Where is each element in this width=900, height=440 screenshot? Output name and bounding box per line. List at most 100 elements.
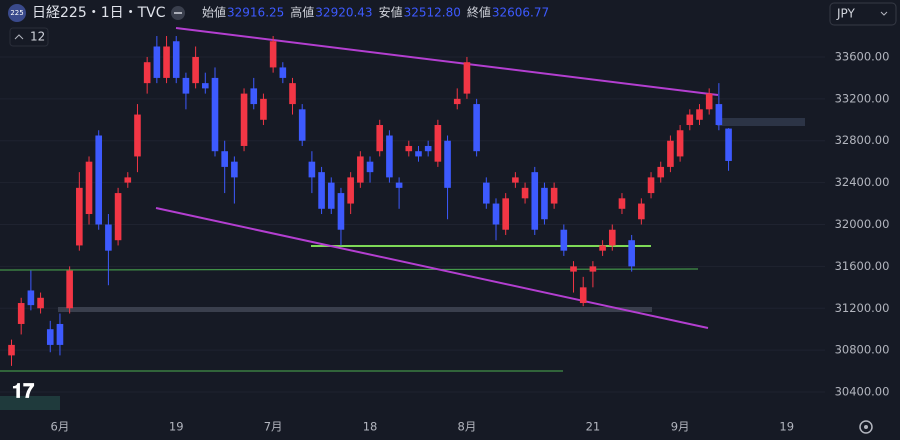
zone [58, 307, 652, 312]
drawings [0, 27, 805, 410]
legend-label: 高値 [290, 5, 314, 20]
zone [717, 118, 805, 126]
x-tick-label: 6月 [51, 420, 70, 434]
support-line [0, 268, 699, 271]
ohlc-legend: 始値 32916.25 高値 32920.43 安値 32512.80 終値 32606.77 [202, 5, 549, 20]
trend-line [175, 27, 719, 96]
candle-body [347, 177, 354, 204]
candles [8, 36, 732, 366]
candle-body [705, 93, 713, 110]
trend-line [155, 207, 709, 329]
currency: JPY [836, 7, 856, 21]
currency-select[interactable] [829, 2, 897, 26]
symbol-title[interactable]: 日経225・1日・TVC [32, 5, 166, 21]
candle-body [696, 109, 703, 120]
candle-body [192, 56, 199, 84]
candle-body [46, 329, 54, 345]
candle-body [134, 114, 141, 157]
candle-body [182, 77, 190, 94]
legend-label: 始値 [202, 5, 226, 20]
candle-body [279, 67, 287, 78]
x-tick-label: 19 [169, 420, 184, 434]
candle-body [725, 128, 732, 161]
indicator-toggle[interactable] [9, 27, 49, 47]
candle-body [37, 297, 44, 309]
candle-body [638, 203, 645, 220]
price-scale [825, 0, 900, 440]
candle-body [599, 245, 606, 251]
axes: 30400.00 30800.00 31200.00 31600.00 32000.00… [51, 49, 890, 433]
x-tick-label: 9月 [671, 420, 690, 434]
candle-body [240, 93, 248, 146]
chevron [880, 11, 888, 16]
candle-body [211, 77, 219, 152]
candle-body [357, 156, 364, 183]
x-tick-label: 18 [363, 420, 378, 434]
tv-logo[interactable]: 𝟏𝟕 [12, 379, 34, 403]
candle-body [395, 182, 403, 188]
candle-body [105, 224, 112, 251]
candle-body [163, 46, 170, 78]
candle-body [153, 46, 161, 78]
candle-body [202, 83, 209, 89]
candle-body [95, 135, 103, 225]
candle-body [560, 229, 568, 251]
y-tick-label: 31200.00 [835, 301, 890, 315]
legend-value: 32512.80 [404, 6, 461, 20]
candle-body [386, 135, 393, 178]
candle-body [715, 104, 723, 126]
candle-body [618, 198, 626, 209]
x-tick-label: 7月 [264, 420, 283, 434]
candle-body [308, 161, 316, 178]
candle-body [570, 266, 577, 272]
x-tick-label: 21 [586, 420, 601, 434]
symbol-badge[interactable] [8, 4, 26, 22]
candle-body [657, 166, 665, 178]
candle-body [473, 104, 480, 152]
y-tick-label: 33200.00 [835, 91, 890, 105]
candle-body [676, 130, 684, 157]
candle-body [589, 266, 597, 272]
candle-body [172, 41, 180, 78]
candle-body [124, 177, 132, 183]
y-tick-label: 33600.00 [835, 49, 890, 63]
y-tick-label: 30400.00 [835, 385, 890, 399]
candle-body [143, 62, 151, 84]
x-tick-label: 8月 [458, 420, 477, 434]
candle-body [114, 193, 122, 241]
candle-body [541, 187, 548, 220]
candle-body [579, 287, 587, 304]
candle-body [17, 303, 25, 324]
y-tick-label: 32000.00 [835, 217, 890, 231]
candle-body [686, 114, 694, 126]
candle-body [531, 172, 539, 230]
candle-body [512, 177, 519, 183]
settings-icon-dot [864, 425, 868, 429]
candle-body [250, 88, 258, 105]
candle-body [76, 187, 83, 246]
settings-icon[interactable] [859, 420, 873, 434]
y-tick-label: 31600.00 [835, 259, 890, 273]
legend-value: 32606.77 [492, 6, 549, 20]
candle-body [608, 229, 616, 246]
candle-body [298, 109, 306, 141]
candle-body [318, 172, 325, 209]
zone [0, 396, 60, 410]
candle-body [289, 83, 296, 105]
candle-body [463, 62, 471, 94]
candle-body [85, 161, 93, 215]
legend-label: 安値 [379, 5, 403, 20]
candle-body [260, 98, 267, 120]
candle-body [521, 187, 529, 199]
candle-body [221, 151, 228, 167]
x-tick-label: 19 [779, 420, 794, 434]
candle-body [492, 203, 500, 225]
candle-body [8, 344, 15, 356]
legend-value: 32916.25 [227, 6, 284, 20]
candle-body [366, 161, 374, 173]
candle-body [424, 145, 432, 152]
candle-body [415, 151, 422, 157]
y-tick-label: 32400.00 [835, 175, 890, 189]
